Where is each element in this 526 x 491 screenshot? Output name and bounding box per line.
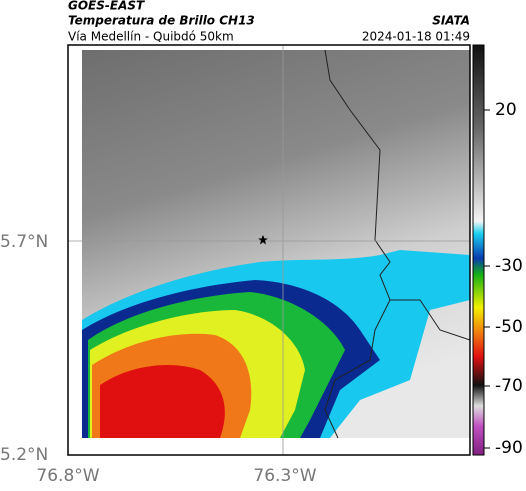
colorbar-tick-label: -30: [495, 256, 523, 276]
product: Temperatura de Brillo CH13: [68, 14, 255, 28]
colorbar: [472, 44, 485, 456]
satellite: GOES-EAST: [68, 0, 145, 13]
colorbar-tick-label: -50: [495, 317, 523, 337]
longitude-label: 76.8°W: [36, 466, 99, 486]
latitude-label: 5.2°N: [0, 445, 48, 465]
region: Vía Medellín - Quibdó 50km: [68, 30, 234, 44]
map-image: [67, 44, 471, 456]
colorbar-ticks: 20 -30 -50 -70 -90: [484, 100, 523, 458]
colorbar-tick-label: 20: [495, 100, 517, 120]
colorbar-tick-label: -90: [495, 438, 523, 458]
latitude-label: 5.7°N: [0, 232, 48, 252]
timestamp: 2024-01-18 01:49: [362, 30, 470, 44]
colorbar-tick-label: -70: [495, 376, 523, 396]
longitude-label: 76.3°W: [253, 466, 316, 486]
source: SIATA: [432, 14, 470, 28]
